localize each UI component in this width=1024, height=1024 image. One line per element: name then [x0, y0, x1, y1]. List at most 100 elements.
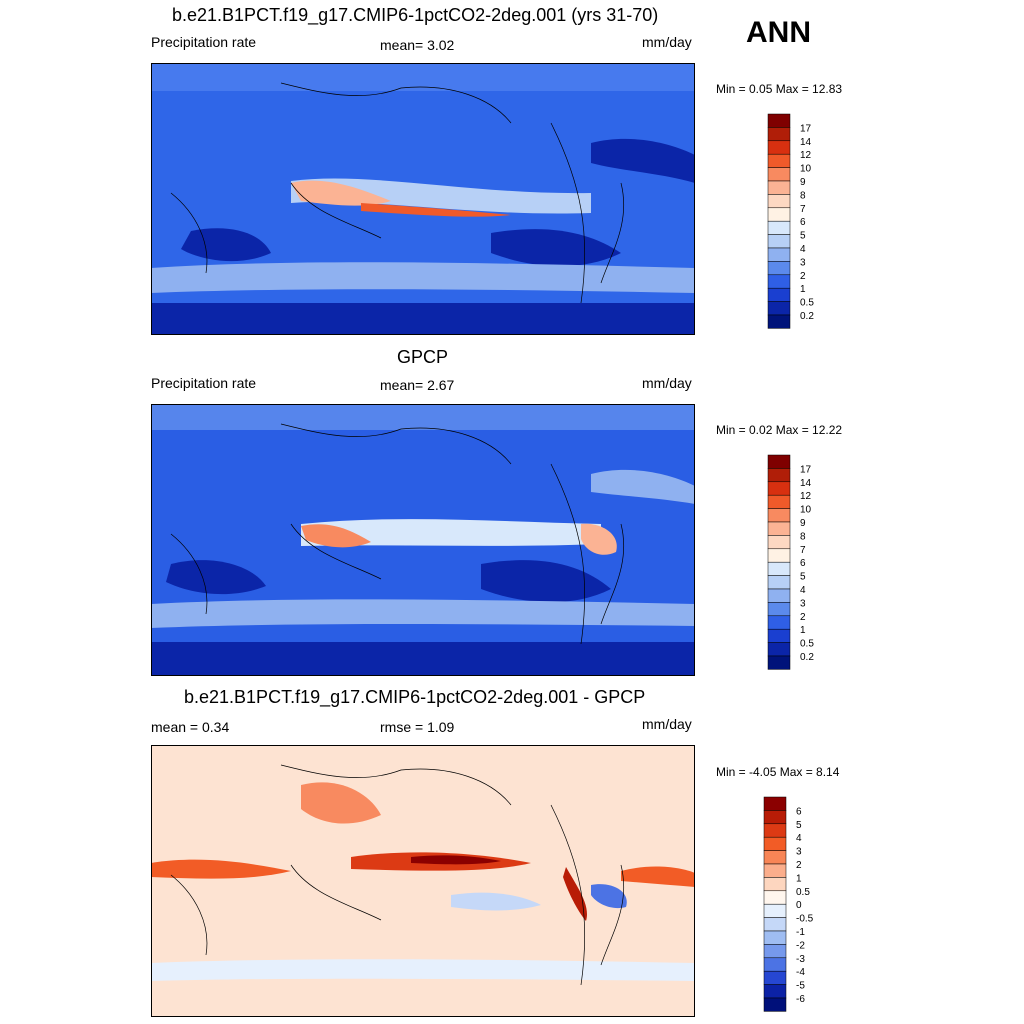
- panel-3-atlantic-positive: [621, 866, 695, 887]
- panel-2-itcz-band: [301, 519, 601, 546]
- panel-3-colorbar-labels: 6 5 4 3 2 1 0.5 0 -0.5 -1 -2 -3 -4 -5 -6: [796, 806, 814, 1005]
- panel-1-center-label: mean= 3.02: [380, 37, 455, 53]
- panel-2-minmax: Min = 0.02 Max = 12.22: [716, 423, 843, 437]
- panel-3-colorbar-label: -1: [796, 927, 805, 938]
- panel-1-colorbar-box: [767, 247, 791, 262]
- panel-1-colorbar-label: 5: [800, 231, 806, 242]
- panel-2-colorbar-box: [767, 602, 791, 617]
- panel-1-colorbar-box: [767, 140, 791, 155]
- panel-3-colorbar-box: [763, 984, 787, 999]
- panel-3-colorbar-box: [763, 850, 787, 865]
- panel-2-antarctic-band: [151, 642, 695, 676]
- panel-2-colorbar-labels: 17 14 12 10 9 8 7 6 5 4 3 2 1 0.5 0.2: [800, 464, 814, 663]
- panel-2-south-america-wet: [581, 523, 617, 555]
- panel-3-colorbar-box: [763, 944, 787, 959]
- panel-2-colorbar-box: [767, 588, 791, 603]
- panel-3-units: mm/day: [642, 716, 692, 732]
- panel-1-colorbar-label: 6: [800, 217, 806, 228]
- panel-1-south-pacific-dry: [491, 229, 621, 267]
- panel-1-map: [151, 63, 695, 335]
- panel-2-colorbar-label: 6: [800, 558, 806, 569]
- panel-2-colorbar-box: [767, 468, 791, 483]
- panel-2-colorbar-box: [767, 628, 791, 643]
- panel-3-colorbar-label: 5: [796, 820, 802, 831]
- panel-3-south-america-negative: [591, 884, 627, 909]
- panel-3-colorbar-label: 6: [796, 806, 802, 817]
- panel-2-colorbar-label: 8: [800, 531, 806, 542]
- panel-1-colorbar-box: [767, 314, 791, 329]
- panel-2-map: [151, 404, 695, 676]
- panel-1-colorbar-box: [767, 274, 791, 289]
- panel-3-coastlines: [170, 764, 625, 986]
- panel-1-colorbar: 17 14 12 10 9 8 7 6 5 4 3 2 1 0.5 0.2: [767, 113, 814, 329]
- panel-3-title: b.e21.B1PCT.f19_g17.CMIP6-1pctCO2-2deg.0…: [184, 687, 646, 707]
- panel-1-colorbar-box: [767, 153, 791, 168]
- panel-2-colorbar-label: 14: [800, 478, 812, 489]
- panel-2-colorbar-label: 9: [800, 518, 806, 529]
- panel-1-colorbar-label: 12: [800, 150, 812, 161]
- panel-1-colorbar-label: 10: [800, 164, 812, 175]
- panel-2-north-atlantic-wet: [591, 469, 695, 504]
- panel-3-map-frame: [151, 745, 695, 1017]
- panel-2-colorbar: 17 14 12 10 9 8 7 6 5 4 3 2 1 0.5 0.2: [767, 454, 814, 670]
- panel-2-colorbar-box: [767, 454, 791, 469]
- panel-2-title: GPCP: [397, 347, 449, 367]
- panel-3-colorbar-label: 0.5: [796, 887, 810, 898]
- panel-3-colorbar-box: [763, 796, 787, 811]
- panel-1-indian-dry: [181, 228, 271, 262]
- panel-2-colorbar-box: [767, 494, 791, 509]
- panel-2-colorbar-box: [767, 655, 791, 670]
- panel-3-colorbar-label: -6: [796, 994, 805, 1005]
- panel-2-indian-dry: [166, 560, 266, 595]
- panel-2-colorbar-label: 2: [800, 612, 806, 623]
- panel-1-colorbar-box: [767, 261, 791, 276]
- panel-2-colorbar-box: [767, 575, 791, 590]
- panel-2-colorbar-box: [767, 615, 791, 630]
- panel-3-colorbar-label: -3: [796, 954, 805, 965]
- panel-3-colorbar-boxes: [763, 796, 787, 1012]
- panel-1-map-frame: [151, 63, 695, 335]
- panel-1-colorbar-label: 7: [800, 204, 806, 215]
- season-label: ANN: [746, 16, 811, 49]
- panel-1-colorbar-box: [767, 194, 791, 209]
- panel-2-colorbar-box: [767, 548, 791, 563]
- panel-1-colorbar-label: 3: [800, 257, 806, 268]
- panel-1-colorbar-label: 9: [800, 177, 806, 188]
- panel-1-colorbar-box: [767, 207, 791, 222]
- panel-1-colorbar-boxes: [767, 113, 791, 329]
- panel-3-colorbar-box: [763, 957, 787, 972]
- panel-2-south-pacific-dry: [481, 560, 611, 603]
- panel-2-colorbar-box: [767, 561, 791, 576]
- panel-3-minmax: Min = -4.05 Max = 8.14: [716, 765, 840, 779]
- panel-3-colorbar-box: [763, 970, 787, 985]
- panel-3-southern-negative: [151, 959, 695, 981]
- panel-3-colorbar-box: [763, 930, 787, 945]
- panel-2-center-label: mean= 2.67: [380, 377, 455, 393]
- panel-1-colorbar-box: [767, 113, 791, 128]
- panel-1-colorbar-label: 2: [800, 271, 806, 282]
- panel-1-colorbar-label: 4: [800, 244, 806, 255]
- panel-1-colorbar-box: [767, 234, 791, 249]
- panel-3-colorbar-label: 0: [796, 900, 802, 911]
- panel-2-map-frame: [151, 404, 695, 676]
- panel-1-colorbar-box: [767, 287, 791, 302]
- panel-3-colorbar-label: -0.5: [796, 914, 814, 925]
- panel-3-colorbar-box: [763, 823, 787, 838]
- panel-1-colorbar-box: [767, 127, 791, 142]
- panel-1-title: b.e21.B1PCT.f19_g17.CMIP6-1pctCO2-2deg.0…: [172, 5, 659, 25]
- panel-2-colorbar-box: [767, 535, 791, 550]
- panel-3-north-pacific-positive: [301, 782, 381, 824]
- panel-1-left-label: Precipitation rate: [151, 34, 257, 50]
- panel-1-colorbar-label: 1: [800, 284, 806, 295]
- panel-1-units: mm/day: [642, 34, 692, 50]
- panel-1-colorbar-label: 0.5: [800, 298, 814, 309]
- panel-1-southern-storm-track: [151, 262, 695, 293]
- panel-1-colorbar-box: [767, 167, 791, 182]
- panel-2-colorbar-label: 5: [800, 572, 806, 583]
- panel-3-colorbar-label: -2: [796, 940, 805, 951]
- panel-2-left-label: Precipitation rate: [151, 375, 257, 391]
- panel-1-colorbar-box: [767, 301, 791, 316]
- panel-1-coastlines: [170, 82, 625, 304]
- panel-3-colorbar-label: 3: [796, 847, 802, 858]
- panel-2-colorbar-box: [767, 508, 791, 523]
